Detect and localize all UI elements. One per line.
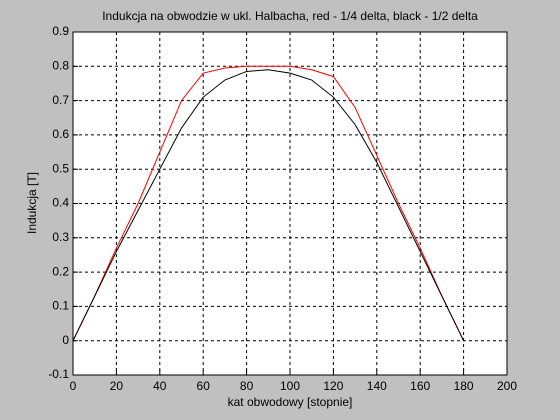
x-tick-label: 140	[367, 379, 387, 393]
x-tick-label: 180	[454, 379, 474, 393]
y-tick-label: 0.1	[52, 299, 69, 313]
x-tick-label: 40	[153, 379, 167, 393]
axes-box	[72, 31, 508, 376]
x-tick-label: 160	[410, 379, 430, 393]
x-tick-label: 100	[280, 379, 300, 393]
y-tick-label: 0	[62, 333, 69, 347]
y-tick-label: 0.5	[52, 161, 69, 175]
y-tick-label: -0.1	[48, 367, 69, 381]
y-tick-label: 0.2	[52, 264, 69, 278]
x-tick-label: 120	[323, 379, 343, 393]
y-tick-label: 0.3	[52, 230, 69, 244]
y-tick-label: 0.9	[52, 24, 69, 38]
x-tick-label: 80	[240, 379, 254, 393]
x-axis-label: kat obwodowy [stopnie]	[228, 395, 353, 409]
data-line	[72, 65, 465, 341]
data-line	[72, 69, 465, 341]
x-tick-label: 0	[70, 379, 77, 393]
x-tick-label: 60	[197, 379, 211, 393]
x-tick-label: 20	[110, 379, 124, 393]
y-tick-label: 0.7	[52, 93, 69, 107]
chart-title: Indukcja na obwodzie w ukl. Halbacha, re…	[102, 9, 478, 23]
y-tick-label: 0.4	[52, 196, 69, 210]
y-axis-label: Indukcja [T]	[25, 172, 39, 234]
x-tick-label: 200	[497, 379, 517, 393]
y-tick-label: 0.8	[52, 58, 69, 72]
y-tick-label: 0.6	[52, 127, 69, 141]
